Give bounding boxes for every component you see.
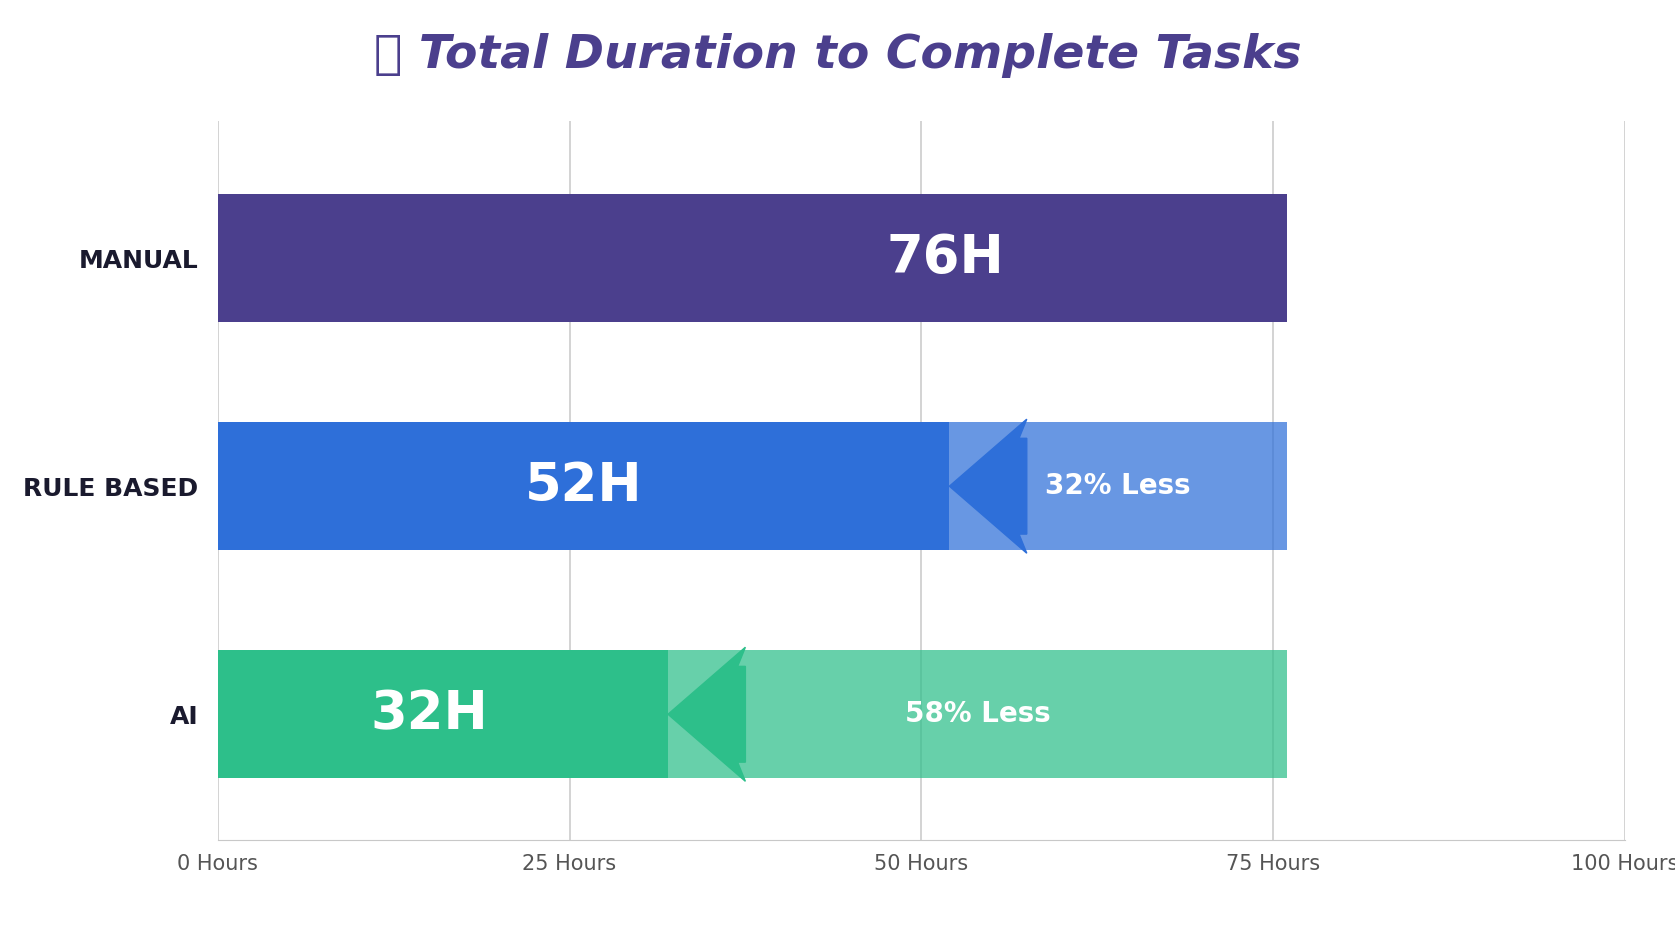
Bar <box>218 650 668 778</box>
Text: 32% Less: 32% Less <box>1045 472 1191 500</box>
FancyArrow shape <box>668 648 745 781</box>
Text: 58% Less: 58% Less <box>905 701 1050 729</box>
Text: 76H: 76H <box>886 232 1003 285</box>
Bar <box>218 194 1286 322</box>
Text: 32H: 32H <box>370 689 487 740</box>
Text: 52H: 52H <box>524 460 643 512</box>
Bar <box>668 650 1286 778</box>
FancyArrow shape <box>950 419 1027 553</box>
Bar <box>950 423 1286 550</box>
Bar <box>218 423 950 550</box>
Text: ⏱ Total Duration to Complete Tasks: ⏱ Total Duration to Complete Tasks <box>374 33 1301 77</box>
